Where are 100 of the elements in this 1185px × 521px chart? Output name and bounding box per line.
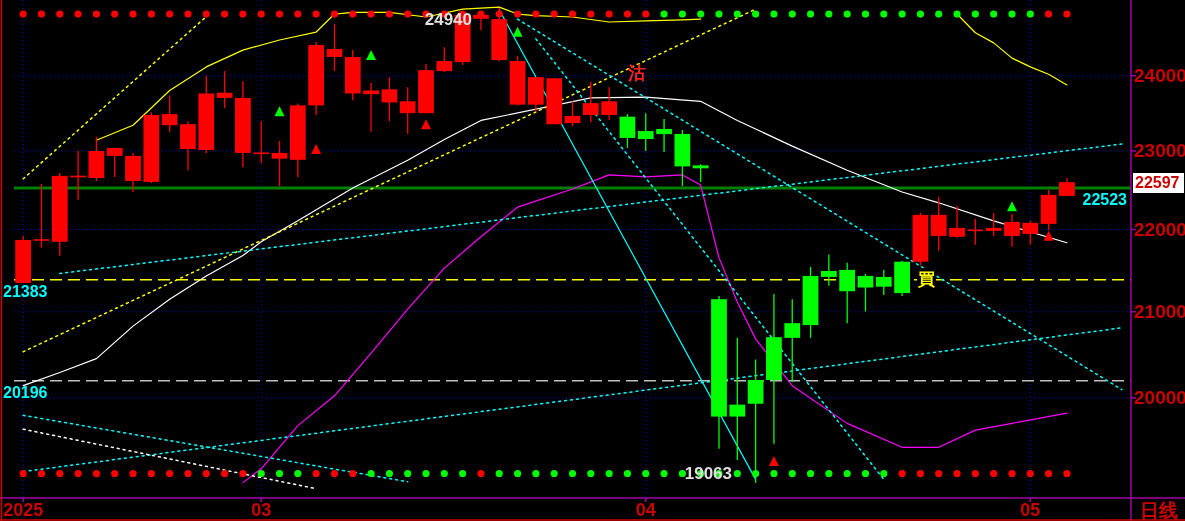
ref-line-label: 21383 xyxy=(3,282,48,300)
point xyxy=(349,10,357,18)
point xyxy=(56,10,64,18)
point xyxy=(770,469,778,478)
point xyxy=(275,10,284,18)
candlestick xyxy=(1022,220,1039,246)
point xyxy=(440,469,448,478)
point xyxy=(1043,230,1054,241)
point xyxy=(806,469,815,478)
candlestick xyxy=(106,147,123,178)
point xyxy=(1045,10,1053,18)
x-tick-label: 03 xyxy=(251,500,272,520)
line-series xyxy=(242,174,1068,484)
x-tick-label: 05 xyxy=(1020,500,1041,520)
point xyxy=(788,469,796,478)
text: 日线 xyxy=(1140,500,1178,521)
point xyxy=(513,469,522,478)
point xyxy=(330,10,339,18)
candlestick xyxy=(564,100,581,127)
candlestick xyxy=(1004,213,1020,248)
point xyxy=(623,469,632,478)
point xyxy=(642,469,650,478)
candlestick xyxy=(729,337,746,461)
point xyxy=(294,10,302,18)
point xyxy=(568,469,577,478)
candlestick xyxy=(381,76,398,122)
point xyxy=(294,469,302,478)
candlestick xyxy=(619,113,636,149)
point xyxy=(513,10,522,18)
annotation: 19063 xyxy=(684,464,732,483)
point xyxy=(660,469,668,478)
point xyxy=(825,469,833,478)
point xyxy=(202,10,210,18)
point xyxy=(1006,201,1017,212)
point xyxy=(147,10,155,18)
candlestick xyxy=(326,23,343,72)
candlestick xyxy=(33,183,50,249)
point xyxy=(239,10,247,18)
point xyxy=(111,10,119,18)
point xyxy=(532,10,540,18)
point xyxy=(385,10,393,18)
point xyxy=(311,144,322,155)
point xyxy=(605,10,613,18)
candlestick xyxy=(161,94,178,133)
point xyxy=(733,469,741,478)
point xyxy=(605,469,613,478)
point xyxy=(404,469,412,478)
point xyxy=(623,10,632,18)
point xyxy=(385,469,393,478)
candlestick xyxy=(637,112,654,152)
point xyxy=(642,10,650,18)
point xyxy=(768,455,779,466)
candlestick xyxy=(582,81,599,123)
text: 22597 xyxy=(1135,174,1180,191)
point xyxy=(495,469,503,478)
point xyxy=(257,10,265,18)
candlestick xyxy=(436,46,453,73)
point xyxy=(366,49,377,60)
x-tick-label: 2025 xyxy=(3,500,44,520)
candlestick xyxy=(271,140,288,187)
point xyxy=(568,10,577,18)
candlestick xyxy=(601,86,617,121)
point xyxy=(550,469,558,478)
candlestick xyxy=(656,118,672,153)
ref-line-label: 20196 xyxy=(3,383,48,401)
point xyxy=(861,469,870,478)
point xyxy=(312,10,320,18)
point xyxy=(367,10,375,18)
candlestick xyxy=(216,70,233,109)
annotation: 沽 xyxy=(627,63,646,83)
ref-line-label: 22523 xyxy=(1082,190,1128,208)
candlestick xyxy=(985,212,1002,237)
point xyxy=(587,10,595,18)
point xyxy=(19,10,27,18)
point xyxy=(257,469,265,478)
candlestick xyxy=(784,298,801,383)
point xyxy=(550,10,558,18)
candlestick xyxy=(949,205,965,239)
candlestick xyxy=(930,196,947,252)
point xyxy=(422,469,430,478)
point xyxy=(421,119,432,130)
candlestick xyxy=(399,86,416,135)
point xyxy=(587,469,595,478)
x-tick-label: 04 xyxy=(635,500,656,520)
candlestick xyxy=(820,253,837,287)
point xyxy=(532,469,540,478)
annotation: 買 xyxy=(917,270,935,289)
point xyxy=(1063,10,1071,18)
candlestick xyxy=(875,269,892,296)
point xyxy=(74,10,82,18)
point xyxy=(843,469,851,478)
point xyxy=(404,10,412,18)
point xyxy=(37,10,46,18)
point xyxy=(367,469,375,478)
point xyxy=(184,10,192,18)
candlestick xyxy=(363,82,379,133)
point xyxy=(880,469,888,478)
candlestick xyxy=(747,358,764,484)
point xyxy=(220,10,229,18)
candlestick xyxy=(857,273,874,313)
